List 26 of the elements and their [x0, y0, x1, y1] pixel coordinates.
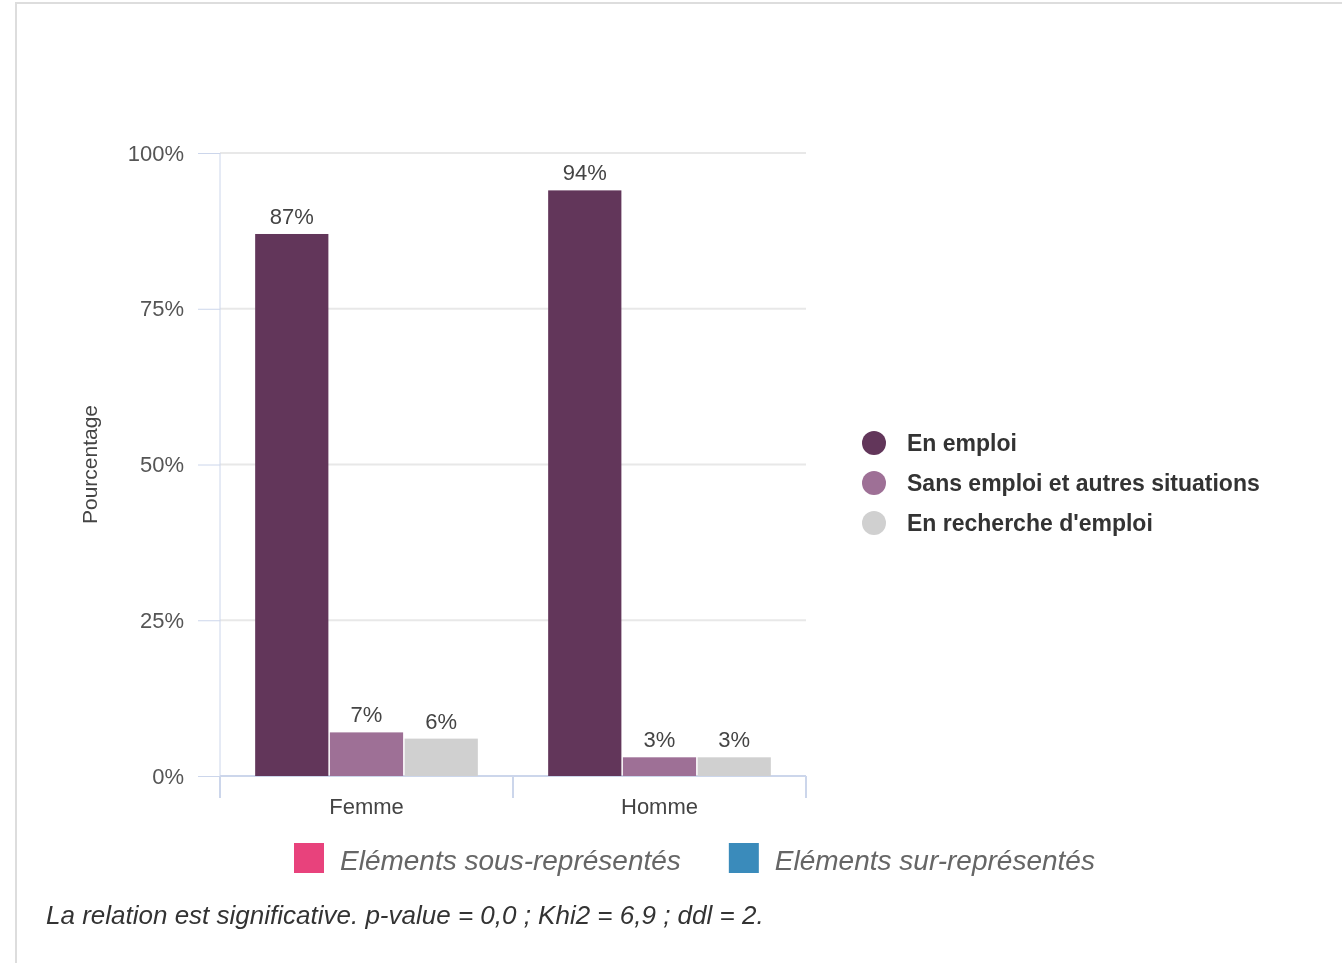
data-label: 7%: [350, 702, 383, 728]
bar: [548, 190, 622, 776]
data-label: 6%: [425, 708, 458, 734]
y-tick-label: 25%: [139, 607, 184, 633]
data-label: 87%: [269, 203, 314, 229]
bar: [622, 757, 697, 776]
y-tick-label: 100%: [127, 140, 184, 166]
legend-label: Sans emploi et autres situations: [907, 470, 1260, 496]
data-label: 3%: [643, 727, 676, 753]
y-tick-label: 50%: [139, 452, 184, 478]
legend-label: En recherche d'emploi: [907, 510, 1153, 536]
y-axis-title: Pourcentage: [78, 404, 101, 525]
bar: [697, 757, 771, 776]
text: La relation est significative. p-value = 0,0 ; Khi2 = 6,9 ; ddl = 2.: [46, 900, 764, 930]
y-tick-label: 0%: [152, 763, 184, 789]
y-tick-label: 75%: [139, 296, 184, 322]
data-label: 94%: [562, 160, 607, 186]
x-tick-label: Homme: [620, 793, 699, 819]
legend-label: En emploi: [907, 430, 1017, 456]
text: Eléments sur-représentés: [774, 845, 1095, 876]
bar: [404, 738, 478, 776]
x-tick-label: Femme: [329, 793, 404, 819]
bar: [329, 732, 404, 776]
bar: [255, 233, 329, 776]
data-label: 3%: [718, 727, 751, 753]
text: Eléments sous-représentés: [340, 845, 681, 876]
